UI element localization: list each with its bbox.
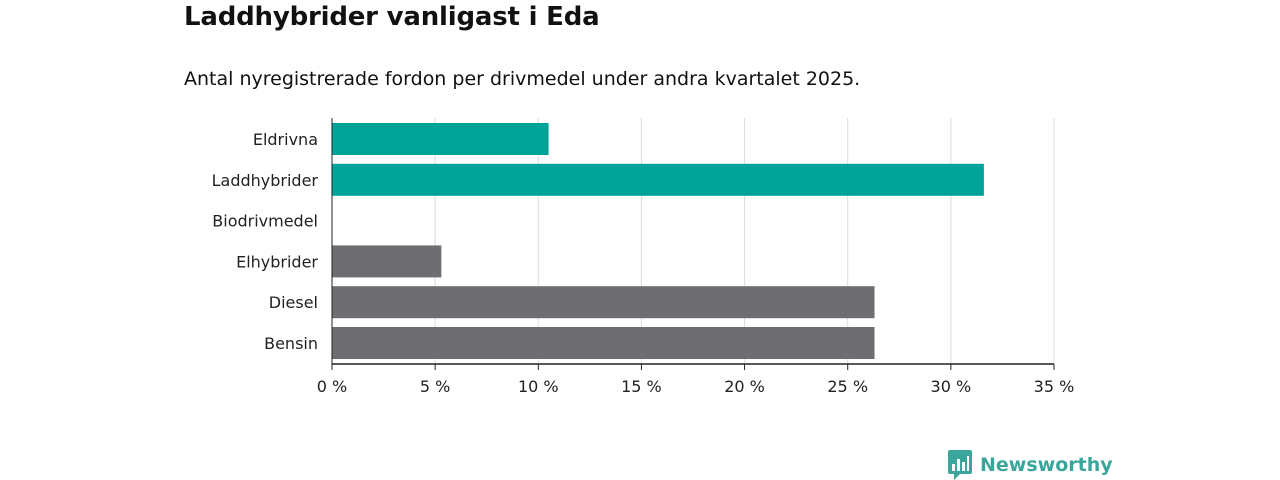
brand-name: Newsworthy: [980, 454, 1113, 476]
x-axis: 0 % 5 % 10 % 15 % 20 % 25 % 30 % 35 %: [317, 118, 1075, 396]
bar-laddhybrider: [332, 163, 984, 196]
chart-subtitle: Antal nyregistrerade fordon per drivmede…: [184, 68, 861, 90]
x-tick-label: 35 %: [1034, 377, 1075, 396]
category-label: Elhybrider: [236, 252, 318, 271]
x-tick-label: 15 %: [621, 377, 662, 396]
gridlines: [434, 118, 1055, 364]
category-label: Bensin: [264, 334, 318, 353]
x-tick-label: 30 %: [931, 377, 972, 396]
x-tick-label: 10 %: [518, 377, 559, 396]
bar-elhybrider: [332, 245, 442, 278]
category-label: Laddhybrider: [212, 171, 319, 190]
x-tick-label: 20 %: [724, 377, 765, 396]
category-label: Biodrivmedel: [212, 212, 318, 231]
category-label: Diesel: [269, 293, 318, 312]
bar-eldrivna: [332, 123, 549, 155]
bar-bensin: [332, 327, 875, 359]
chart-title: Laddhybrider vanligast i Eda: [184, 2, 600, 32]
category-labels: Eldrivna Laddhybrider Biodrivmedel Elhybrid…: [212, 130, 319, 353]
bars: [332, 123, 984, 359]
bar-diesel: [332, 286, 875, 319]
bar-chart-speech-bubble-icon: [948, 450, 972, 480]
x-tick-label: 25 %: [827, 377, 868, 396]
category-label: Eldrivna: [253, 130, 318, 149]
newsworthy-logo: Newsworthy: [948, 450, 1113, 480]
x-tick-label: 5 %: [420, 377, 450, 396]
x-tick-label: 0 %: [317, 377, 347, 396]
